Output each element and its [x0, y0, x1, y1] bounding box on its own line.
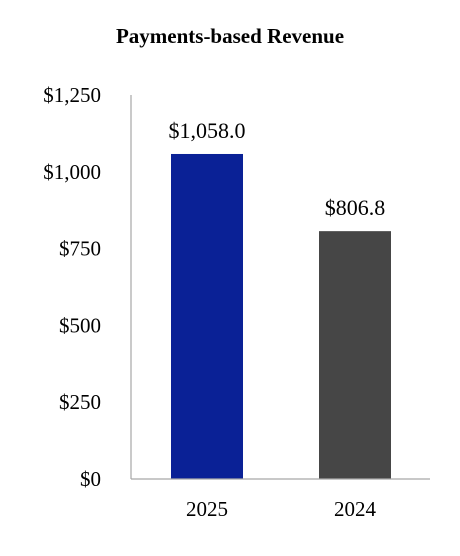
y-tick-label: $1,000: [43, 160, 101, 184]
x-tick-label: 2024: [334, 497, 377, 521]
data-label: $806.8: [325, 195, 386, 220]
bar-data-labels: $1,058.0 $806.8: [169, 118, 386, 220]
y-tick-label: $1,250: [43, 83, 101, 107]
x-axis-tick-labels: 2025 2024: [186, 497, 377, 521]
x-tick-label: 2025: [186, 497, 228, 521]
y-tick-label: $250: [59, 390, 101, 414]
y-tick-label: $750: [59, 237, 101, 261]
chart-title: Payments-based Revenue: [115, 24, 345, 48]
bar-2025: [171, 153, 243, 479]
y-tick-label: $0: [80, 467, 101, 491]
bars: [171, 153, 391, 479]
axes: [130, 95, 430, 480]
y-axis-tick-labels: $0 $250 $500 $750 $1,000 $1,250: [43, 83, 101, 491]
y-tick-label: $500: [59, 313, 101, 337]
data-label: $1,058.0: [169, 118, 246, 143]
bar-2024: [319, 231, 391, 479]
